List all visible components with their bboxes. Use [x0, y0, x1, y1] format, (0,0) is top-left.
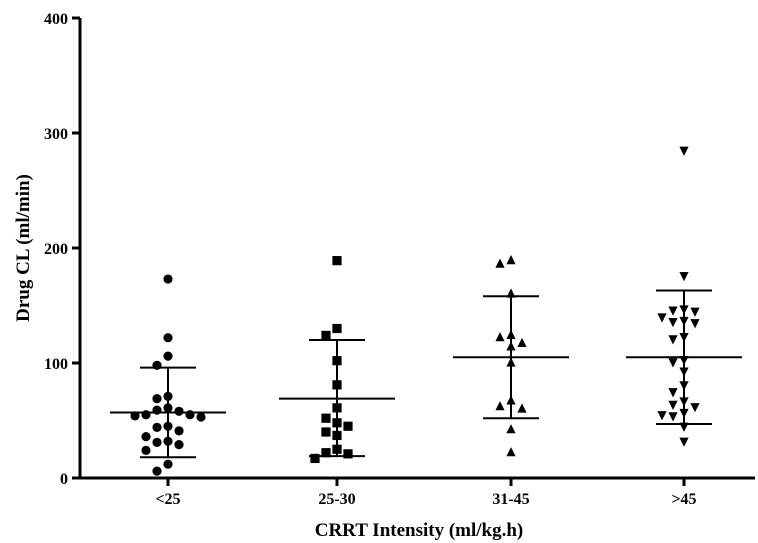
y-tick-label: 0: [60, 471, 68, 488]
data-point-square: [321, 413, 331, 423]
data-point-triangle-down: [690, 319, 700, 329]
data-point-square: [332, 380, 342, 390]
data-point-square: [332, 418, 342, 428]
data-point-triangle-down: [668, 412, 678, 422]
x-tick-label: 25-30: [318, 491, 355, 508]
y-tick-label: 200: [44, 241, 68, 258]
data-point-circle: [130, 411, 140, 421]
data-point-triangle-down: [668, 335, 678, 345]
y-ticks: 0 100 200 300 400: [44, 11, 80, 488]
data-point-circle: [196, 412, 206, 422]
data-point-triangle-down: [679, 332, 689, 343]
x-ticks: <25 25-30 31-45 >45: [155, 478, 697, 508]
data-point-square: [343, 421, 353, 431]
data-point-triangle-down: [668, 306, 678, 316]
data-point-triangle-up: [517, 403, 527, 413]
data-point-triangle-down: [679, 316, 689, 327]
data-point-square: [343, 449, 353, 459]
data-point-square: [332, 430, 342, 441]
data-point-square: [332, 403, 342, 413]
data-point-triangle-down: [679, 272, 689, 282]
data-point-triangle-up: [495, 401, 505, 411]
y-tick-label: 300: [44, 126, 68, 143]
data-point-circle: [163, 351, 173, 361]
data-point-circle: [152, 466, 162, 476]
data-point-triangle-up: [506, 255, 516, 265]
y-tick-label: 400: [44, 11, 68, 28]
data-point-circle: [152, 360, 162, 370]
data-point-circle: [163, 274, 173, 284]
data-point-triangle-up: [495, 258, 505, 268]
data-point-square: [332, 356, 342, 366]
data-point-triangle-down: [679, 367, 689, 377]
data-point-triangle-up: [506, 424, 516, 434]
data-point-triangle-down: [668, 400, 678, 410]
data-point-square: [321, 448, 331, 458]
data-point-triangle-down: [679, 437, 689, 447]
error-bars: [110, 289, 742, 459]
data-point-circle: [141, 432, 151, 442]
data-point-triangle-down: [679, 397, 689, 407]
data-point-triangle-down: [668, 388, 678, 398]
data-point-circle: [152, 405, 162, 415]
x-tick-label: <25: [155, 491, 180, 508]
data-point-triangle-up: [506, 447, 516, 457]
data-point-circle: [141, 445, 151, 455]
x-axis-title: CRRT Intensity (ml/kg.h): [315, 520, 524, 541]
x-tick-label: >45: [671, 491, 696, 508]
data-point-square: [310, 453, 320, 464]
data-point-circle: [141, 410, 151, 420]
data-point-circle: [185, 410, 195, 420]
data-point-circle: [163, 459, 173, 469]
data-point-square: [321, 427, 331, 437]
data-point-circle: [152, 422, 162, 432]
data-point-circle: [152, 437, 162, 447]
data-point-triangle-down: [679, 381, 689, 391]
data-point-triangle-up: [495, 332, 505, 342]
data-point-triangle-down: [679, 355, 689, 366]
data-point-triangle-up: [506, 288, 516, 298]
data-point-square: [332, 444, 342, 454]
x-tick-label: 31-45: [492, 491, 529, 508]
data-points: [130, 146, 700, 476]
data-point-square: [321, 330, 331, 340]
data-point-circle: [163, 436, 173, 446]
data-point-triangle-up: [506, 329, 516, 339]
data-point-circle: [174, 406, 184, 416]
data-point-triangle-down: [679, 146, 689, 156]
data-point-triangle-down: [679, 408, 689, 419]
data-point-triangle-down: [679, 422, 689, 432]
data-point-circle: [163, 391, 173, 401]
data-point-circle: [163, 333, 173, 343]
data-point-square: [332, 256, 342, 266]
data-point-triangle-up: [506, 341, 516, 351]
data-point-triangle-down: [679, 305, 689, 315]
data-point-triangle-down: [657, 411, 667, 421]
data-point-triangle-down: [690, 307, 700, 317]
data-point-circle: [152, 394, 162, 404]
data-point-triangle-down: [657, 313, 667, 323]
data-point-circle: [163, 421, 173, 431]
data-point-triangle-down: [668, 318, 678, 328]
y-axis-title: Drug CL (ml/min): [13, 174, 34, 322]
data-point-circle: [163, 403, 173, 413]
data-point-circle: [174, 440, 184, 450]
data-point-square: [332, 323, 342, 334]
data-point-circle: [174, 426, 184, 436]
data-point-triangle-up: [506, 357, 516, 367]
data-point-triangle-down: [668, 358, 678, 368]
data-point-triangle-up: [517, 337, 527, 348]
data-point-triangle-up: [506, 395, 516, 405]
data-point-triangle-down: [690, 403, 700, 413]
y-tick-label: 100: [44, 356, 68, 373]
